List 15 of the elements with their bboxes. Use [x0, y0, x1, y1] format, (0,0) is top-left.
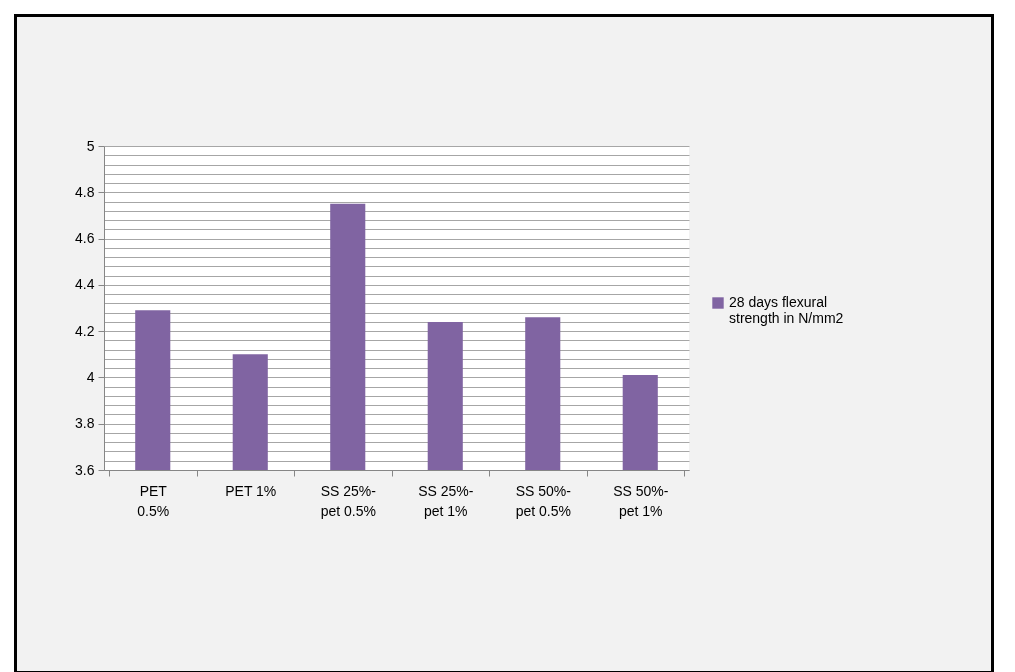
- x-tick-label: SS 50%-pet 0.5%: [515, 482, 572, 519]
- x-tick-label: SS 25%-pet 1%: [418, 482, 474, 519]
- y-tick-label: 4.8: [75, 183, 95, 200]
- y-tick-label: 4.2: [75, 322, 95, 339]
- y-tick-label: 3.6: [75, 461, 95, 478]
- y-tick-label: 3.8: [75, 415, 95, 432]
- y-tick-label: 5: [86, 137, 95, 154]
- x-tick-label: PET 1%: [225, 482, 277, 499]
- y-tick-label: 4.4: [75, 276, 95, 293]
- legend-label: 28 days flexural strength in N/mm2: [729, 294, 844, 326]
- x-tick-label: SS 25%-pet 0.5%: [320, 482, 377, 519]
- y-tick-label: 4: [86, 368, 95, 385]
- x-tick-label: SS 50%-pet 1%: [613, 482, 669, 519]
- x-tick-label: PET 0.5%: [137, 482, 170, 519]
- y-tick-label: 4.6: [75, 230, 95, 247]
